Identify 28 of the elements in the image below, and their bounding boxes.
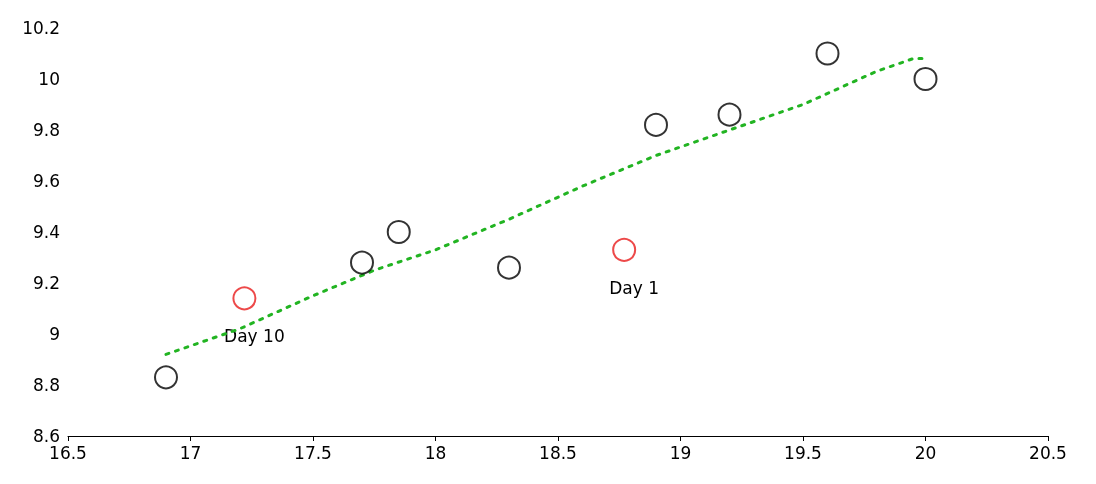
y-tick-label: 9 <box>49 324 60 344</box>
annotation: Day 1 <box>609 277 660 298</box>
x-tick-label: 18.5 <box>539 442 577 463</box>
annotation: Day 10 <box>224 326 285 347</box>
point <box>612 237 637 262</box>
point <box>154 365 178 390</box>
x-tick-label: 18 <box>424 442 447 463</box>
y-tick-label: 9.4 <box>32 222 60 242</box>
point <box>644 112 668 137</box>
y-tick-label: 10 <box>38 69 60 89</box>
point <box>717 102 742 127</box>
y-tick-label: 9.6 <box>32 171 60 191</box>
point <box>497 255 521 280</box>
y-tick-label: 9.2 <box>32 273 60 293</box>
x-tick-label: 20 <box>914 442 937 463</box>
y-tick-label: 10.2 <box>22 18 60 38</box>
x-tick-label: 17.5 <box>294 442 332 463</box>
x-tick-label: 20.5 <box>1029 442 1067 463</box>
point <box>386 220 411 244</box>
point <box>232 286 257 311</box>
point <box>350 250 374 275</box>
x-tick-label: 17 <box>179 442 202 463</box>
y-tick-label: 8.8 <box>32 375 60 395</box>
x-tick-label: 19 <box>669 442 692 463</box>
point <box>913 67 938 91</box>
x-tick-label: 19.5 <box>784 442 822 463</box>
point <box>815 41 840 66</box>
y-tick-label: 9.8 <box>32 120 60 140</box>
